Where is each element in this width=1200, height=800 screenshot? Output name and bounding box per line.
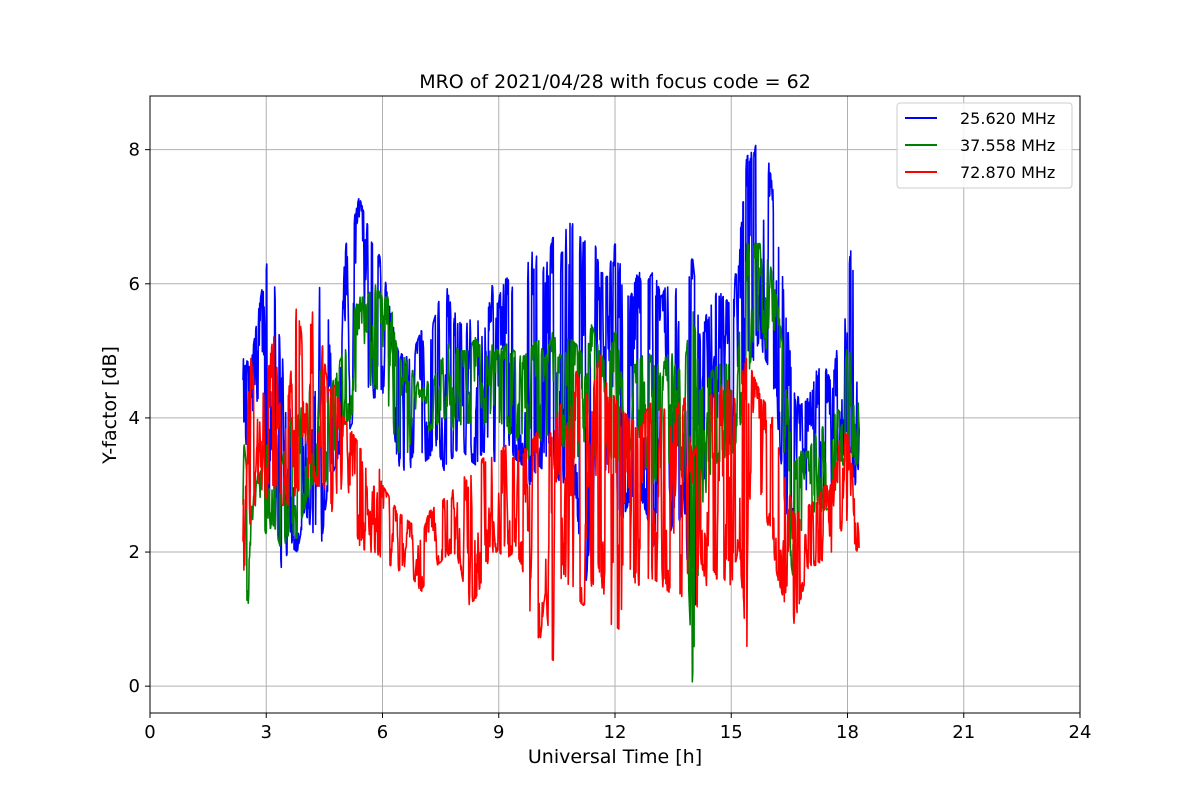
x-tick-label: 9 [493,722,504,743]
legend-box [896,102,1073,189]
chart-title: MRO of 2021/04/28 with focus code = 62 [419,71,811,93]
y-axis-title: Y-factor [dB] [99,346,121,465]
y-tick-label: 0 [129,676,140,697]
x-tick-label: 3 [261,722,272,743]
y-tick-label: 4 [129,408,140,429]
series-line-37558 [242,242,860,683]
y-tick-label: 8 [129,140,140,161]
legend-label-72870: 72.870 MHz [960,163,1055,182]
y-tick-label: 6 [129,274,140,295]
x-tick-label: 18 [836,722,859,743]
y-tick-label: 2 [129,542,140,563]
x-tick-label: 24 [1069,722,1092,743]
x-axis-title: Universal Time [h] [528,746,702,768]
x-tick-label: 0 [144,722,155,743]
legend-label-25620: 25.620 MHz [960,109,1055,128]
legend: 25.620 MHz 37.558 MHz 72.870 MHz [896,102,1073,189]
x-tick-label: 21 [952,722,975,743]
plot-layer [242,144,860,683]
series-line-25620 [242,144,860,606]
x-tick-label: 12 [604,722,627,743]
x-tick-label: 15 [720,722,743,743]
series-line-72870 [242,308,860,662]
x-tick-label: 6 [377,722,388,743]
legend-label-37558: 37.558 MHz [960,136,1055,155]
